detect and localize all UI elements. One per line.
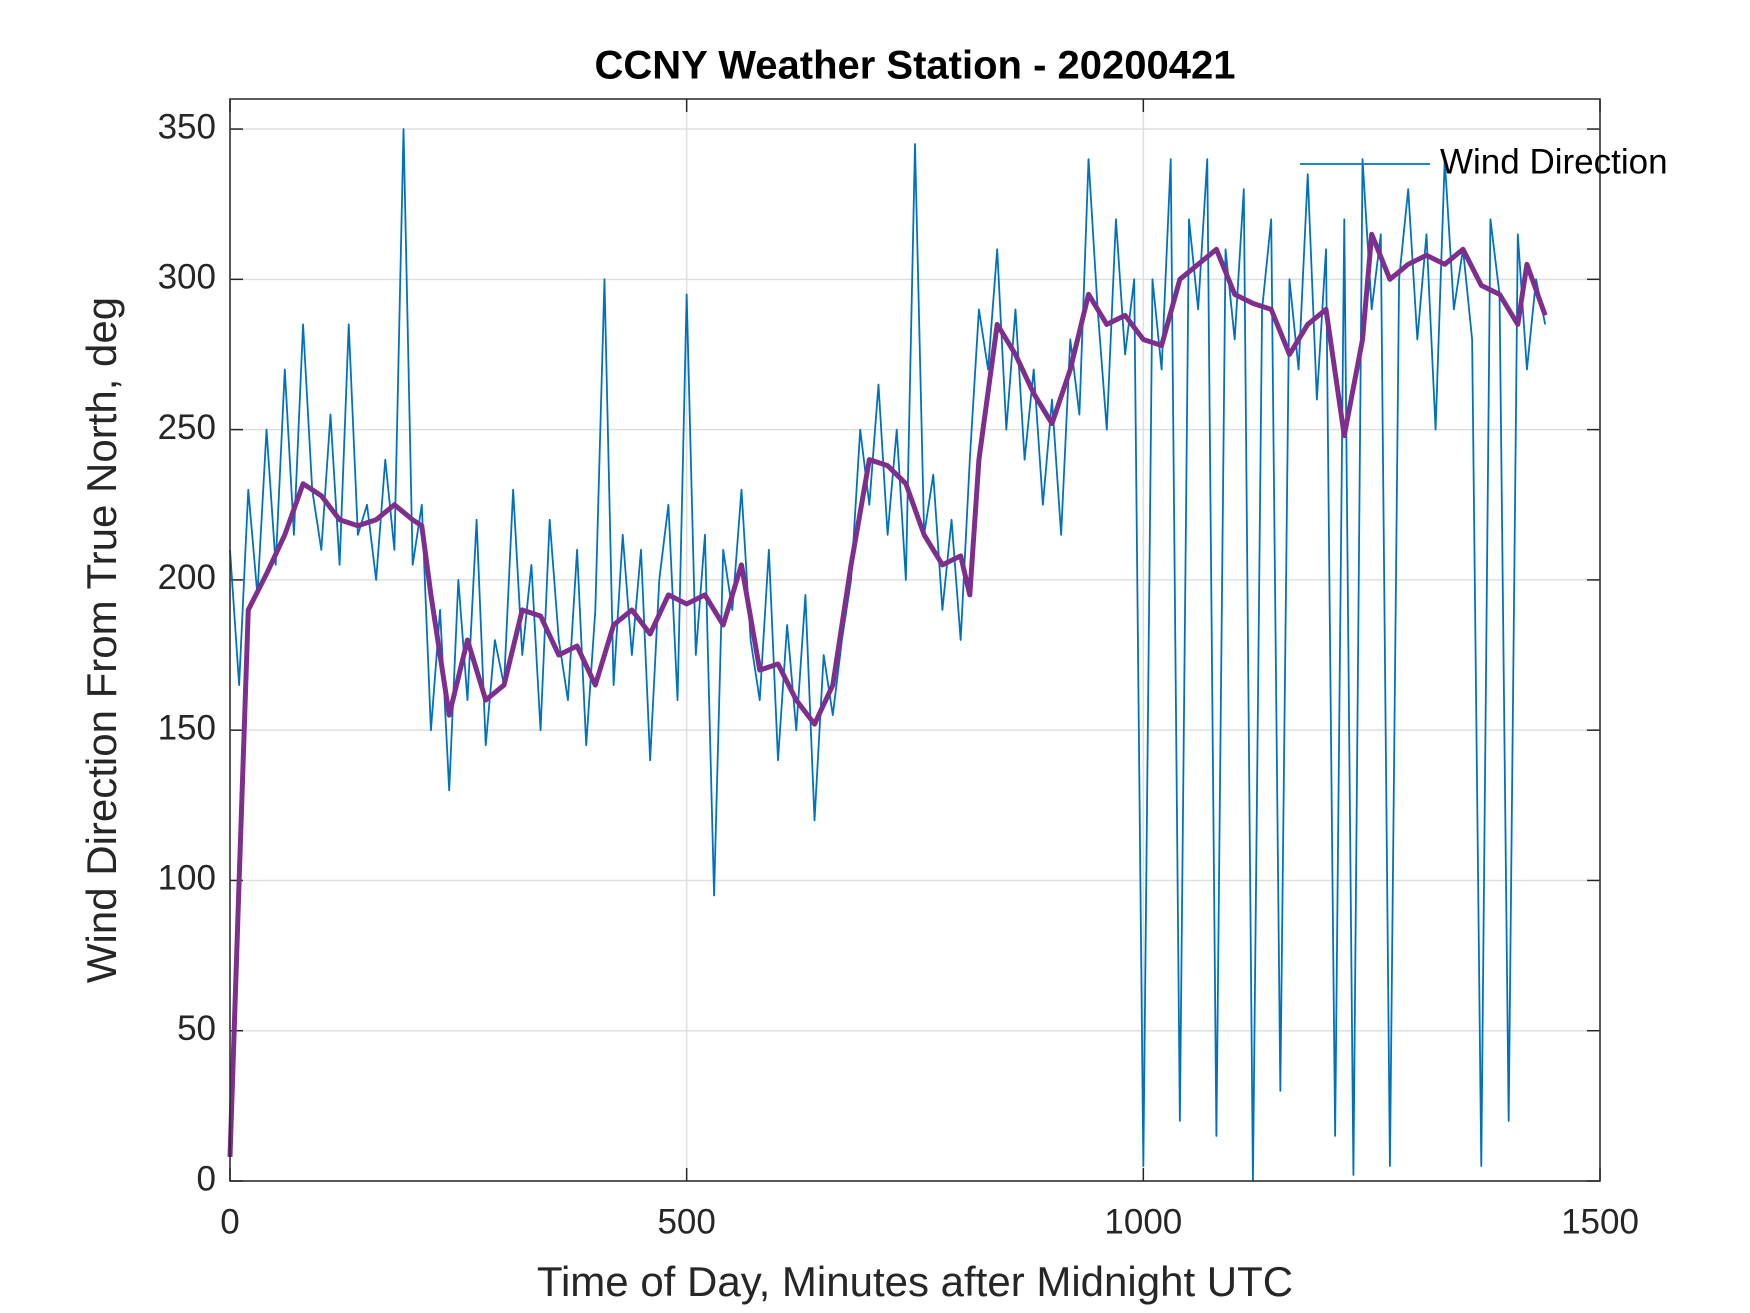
y-tick-label: 250 — [158, 408, 216, 447]
y-tick-label: 200 — [158, 558, 216, 597]
x-axis-label: Time of Day, Minutes after Midnight UTC — [537, 1258, 1293, 1305]
x-tick-label: 1500 — [1561, 1202, 1639, 1241]
data-line — [227, 231, 1548, 1158]
data-line — [229, 128, 1547, 1182]
y-axis-label: Wind Direction From True North, deg — [78, 297, 125, 983]
y-tick-label: 100 — [158, 859, 216, 898]
legend-label: Wind Direction — [1440, 142, 1668, 181]
x-tick-label: 500 — [657, 1202, 715, 1241]
y-tick-label: 350 — [158, 107, 216, 146]
chart-title: CCNY Weather Station - 20200421 — [595, 44, 1236, 88]
x-tick-label: 1000 — [1104, 1202, 1182, 1241]
y-tick-label: 150 — [158, 708, 216, 747]
y-tick-label: 50 — [177, 1009, 216, 1048]
axes-frame — [229, 98, 1601, 1182]
y-tick-label: 0 — [197, 1159, 216, 1198]
y-tick-label: 300 — [158, 258, 216, 297]
x-tick-label: 0 — [220, 1202, 239, 1241]
